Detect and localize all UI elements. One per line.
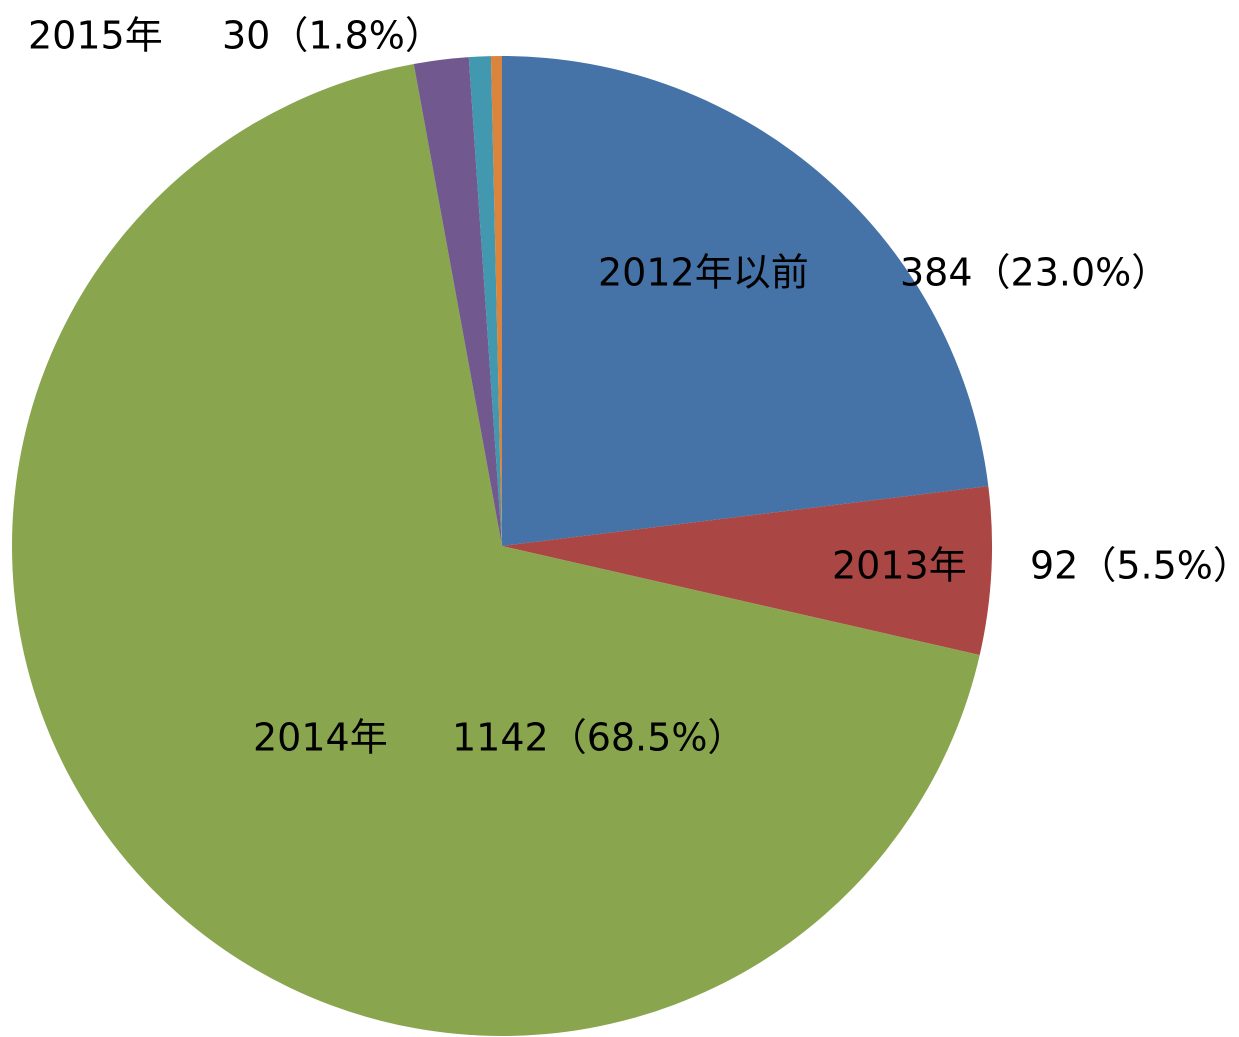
- pie-slice: [413, 57, 502, 547]
- pie-slice: [490, 56, 502, 546]
- slice-category-label: 2012年以前: [598, 251, 809, 295]
- slice-category-label: 2015年: [28, 14, 163, 58]
- slice-value-label: 384（23.0%）: [900, 251, 1169, 295]
- slice-value-label: 1142（68.5%）: [452, 716, 745, 760]
- slice-value-label: 30（1.8%）: [222, 14, 443, 58]
- pie-slice: [502, 56, 989, 546]
- pie-slice: [502, 486, 992, 656]
- slice-value-label: 92（5.5%）: [1030, 544, 1239, 588]
- slice-category-label: 2014年: [253, 716, 388, 760]
- pie-slice: [11, 64, 980, 1036]
- slice-category-label: 2013年: [832, 544, 967, 588]
- pie-slice: [468, 56, 502, 546]
